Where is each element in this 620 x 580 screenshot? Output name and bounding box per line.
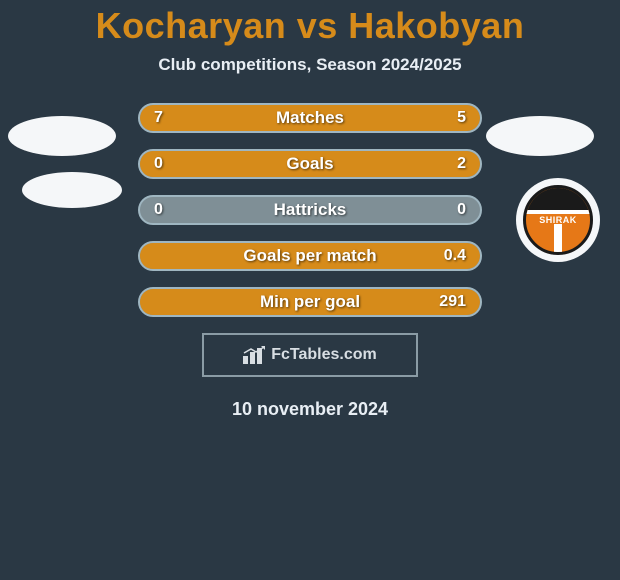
- chart-icon: [243, 346, 265, 364]
- update-date: 10 november 2024: [0, 399, 620, 420]
- fctables-brand-box: FcTables.com: [202, 333, 418, 377]
- player-right-avatar: [486, 116, 594, 156]
- stat-label: Min per goal: [140, 289, 480, 315]
- stat-label: Matches: [140, 105, 480, 131]
- stat-label: Goals: [140, 151, 480, 177]
- stat-row: 7Matches5: [138, 103, 482, 133]
- page-subtitle: Club competitions, Season 2024/2025: [0, 55, 620, 75]
- stat-label: Goals per match: [140, 243, 480, 269]
- stats-bars: 7Matches50Goals20Hattricks0Goals per mat…: [138, 103, 482, 317]
- stat-row: 0Hattricks0: [138, 195, 482, 225]
- stat-row: Min per goal291: [138, 287, 482, 317]
- stat-label: Hattricks: [140, 197, 480, 223]
- stat-value-right: 2: [457, 151, 466, 177]
- page-title: Kocharyan vs Hakobyan: [0, 5, 620, 47]
- fctables-brand-text: FcTables.com: [271, 346, 377, 364]
- stat-value-right: 0: [457, 197, 466, 223]
- shirak-badge-icon: SHIRAK: [523, 185, 593, 255]
- stat-row: Goals per match0.4: [138, 241, 482, 271]
- stat-value-right: 5: [457, 105, 466, 131]
- player-left-avatar: [8, 116, 116, 156]
- stat-row: 0Goals2: [138, 149, 482, 179]
- stat-value-right: 291: [439, 289, 466, 315]
- club-left-logo: [22, 172, 122, 208]
- club-right-logo: SHIRAK: [516, 178, 600, 262]
- stat-value-right: 0.4: [444, 243, 466, 269]
